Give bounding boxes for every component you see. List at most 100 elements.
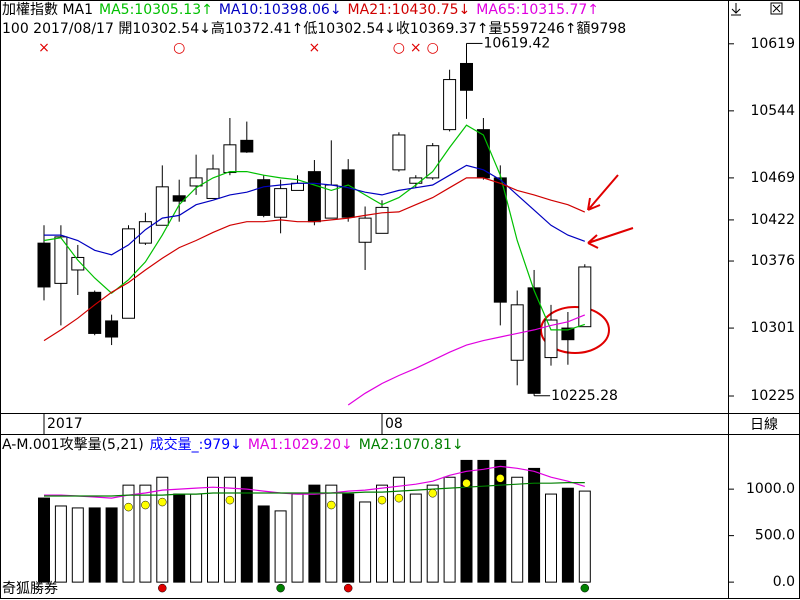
volume-bar <box>291 493 304 583</box>
legend-entry: MA1:1029.20↓ <box>247 437 353 453</box>
volume-bar <box>190 493 203 583</box>
volume-bar <box>460 459 473 583</box>
panel-title: A-M.001攻擊量(5,21) <box>2 437 144 453</box>
candle-body <box>527 287 541 394</box>
legend-entry: MA10:10398.06↓ <box>218 2 342 18</box>
volume-bar <box>207 476 219 583</box>
ma-line <box>44 164 586 256</box>
candle-body <box>257 179 271 216</box>
volume-bar <box>105 507 118 583</box>
legend-entry: MA65:10315.77↑ <box>476 2 599 18</box>
y-tick-label: 10619 <box>750 36 795 52</box>
legend-entry: MA2:1070.81↓ <box>358 437 464 453</box>
legend-entry: MA5:10305.13↑ <box>99 2 213 18</box>
candle-body <box>105 320 119 338</box>
candle-body <box>358 217 372 243</box>
volume-bar <box>88 507 101 583</box>
candle-body <box>493 177 507 303</box>
volume-bar <box>359 501 372 583</box>
candle-body <box>375 206 389 234</box>
volume-bar <box>376 484 388 583</box>
signal-dot <box>158 497 167 507</box>
y-tick-label: 10544 <box>750 103 795 119</box>
candle-body <box>578 266 592 328</box>
volume-bar <box>54 505 67 583</box>
signal-dot <box>343 583 353 593</box>
candle-body <box>561 327 575 341</box>
x-tick-label: 08 <box>385 416 403 432</box>
period-label: 日線 <box>750 417 778 433</box>
ma-line <box>43 177 586 342</box>
volume-bar <box>528 467 541 583</box>
footer: 奇狐勝券 <box>2 580 58 597</box>
volume-bar <box>578 490 591 583</box>
volume-bar <box>426 484 439 583</box>
volume-bar <box>240 476 253 583</box>
signal-dot <box>124 502 133 512</box>
y-tick-label: 10301 <box>750 320 795 336</box>
signal: × <box>309 40 321 56</box>
volume-bar <box>223 476 236 583</box>
volume-legend-row: A-M.001攻擊量(5,21) 成交量_:979↓ MA1:1029.20↓ MA2… <box>2 436 464 454</box>
candle-body <box>88 291 102 334</box>
candle-body <box>122 228 135 319</box>
signal-dot <box>394 493 404 503</box>
volume-bar <box>122 484 135 583</box>
signal-dot <box>327 500 336 510</box>
y-tick-label: 0.0 <box>773 574 795 590</box>
candle-body <box>155 186 169 226</box>
candle-body <box>206 168 220 199</box>
legend-row: 加權指數 MA1 MA5:10305.13↑ MA10:10398.06↓ MA21:… <box>2 1 599 19</box>
min-label: 10225.28 <box>551 388 618 404</box>
volume-bar <box>71 507 84 583</box>
volume-bar <box>511 476 524 583</box>
max-label: 10619.42 <box>484 35 551 51</box>
candle-body <box>443 79 457 131</box>
volume-bar <box>38 497 50 583</box>
volume-bar <box>139 484 152 583</box>
candle-body <box>240 139 254 153</box>
candle-body <box>37 242 51 288</box>
volume-bar <box>409 493 422 583</box>
y-tick-label: 10376 <box>750 253 795 269</box>
signal: ○ <box>173 40 185 56</box>
signal: × <box>38 40 50 56</box>
signal-dot <box>462 479 471 488</box>
volume-bar <box>342 493 355 583</box>
volume-bar <box>477 459 490 583</box>
x-tick-label: 2017 <box>47 416 83 432</box>
candle-body <box>54 236 68 284</box>
chart-title: 加權指數 MA1 <box>2 2 94 18</box>
signal-dot <box>276 583 285 593</box>
legend-entry: MA21:10430.75↓ <box>347 2 471 18</box>
candle-body <box>189 177 203 187</box>
legend-entry: 成交量_:979↓ <box>149 437 242 453</box>
y-tick-label: 10225 <box>750 388 795 404</box>
candle-body <box>392 134 406 171</box>
candle-body <box>71 256 85 271</box>
signal-dot <box>377 495 387 505</box>
signal-dot <box>428 488 437 498</box>
y-tick-label: 10422 <box>750 212 795 228</box>
candle-body <box>409 177 423 184</box>
volume-bar <box>308 484 321 583</box>
volume-bar <box>392 476 405 583</box>
ma-line <box>43 124 585 331</box>
candle-body <box>138 221 152 244</box>
candle-body <box>274 188 288 218</box>
info: 100 2017/08/17 開10302.54↓高10372.41↑低1030… <box>2 21 627 37</box>
volume-bar <box>257 505 270 583</box>
signal-dot <box>158 583 167 593</box>
signal-dot <box>496 474 505 483</box>
volume-bar <box>561 487 574 583</box>
y-tick-label: 1000.0 <box>746 481 795 497</box>
y-tick-label: 10469 <box>750 170 795 186</box>
ma-line <box>44 465 585 499</box>
annotations <box>540 174 634 354</box>
candle-body <box>223 144 237 174</box>
candle-body <box>307 171 321 223</box>
signal-dot <box>225 495 235 505</box>
candle-body <box>476 129 490 179</box>
candle-body <box>341 169 355 218</box>
